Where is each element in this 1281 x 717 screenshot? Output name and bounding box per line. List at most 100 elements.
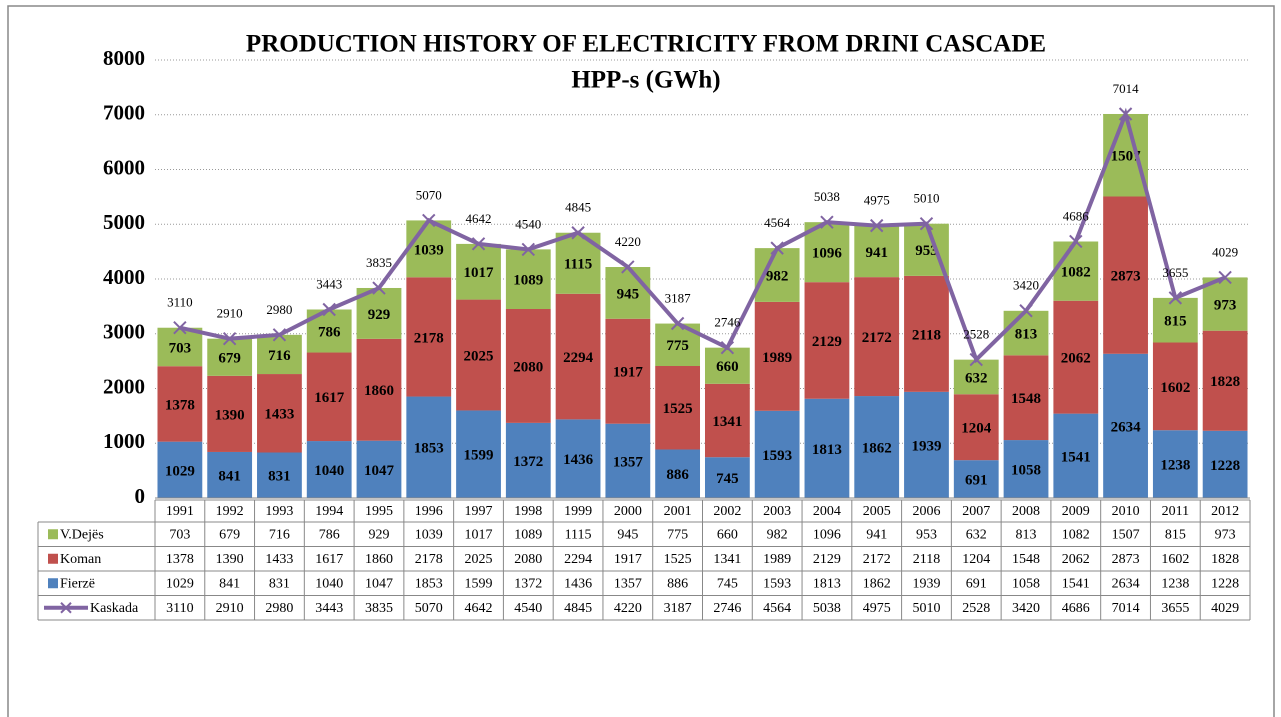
bar-segment [555, 419, 601, 498]
bar-segment [1103, 196, 1148, 354]
table-cell: 1599 [465, 576, 493, 591]
bar-label: 1228 [1210, 458, 1240, 474]
table-cell: 2980 [265, 601, 293, 616]
bar-segment [655, 365, 701, 450]
line-marker [621, 260, 635, 274]
bar-label: 716 [268, 348, 291, 364]
bar-label: 1507 [1111, 149, 1142, 165]
line-marker [720, 340, 735, 355]
bar-label: 2118 [912, 327, 941, 343]
table-cell: 2025 [465, 552, 493, 567]
line-label: 2910 [217, 306, 243, 321]
bar-segment [207, 375, 253, 452]
legend-key [48, 578, 58, 589]
table-cell: 982 [767, 527, 788, 542]
table-cell: 4845 [564, 601, 592, 616]
bar-label: 1939 [911, 438, 941, 454]
table-cell: 1617 [315, 552, 343, 567]
bar-segment [854, 396, 900, 498]
line-label: 5010 [913, 191, 939, 206]
bar-segment [1053, 241, 1099, 301]
line-marker [272, 328, 287, 342]
bar-segment [257, 374, 302, 453]
table-cell: 1989 [763, 552, 791, 567]
bar-label: 886 [666, 467, 689, 483]
table-cell: 1602 [1161, 552, 1189, 567]
table-cell: 2528 [962, 601, 990, 616]
bar-label: 1040 [314, 463, 344, 479]
x-tick-label: 1994 [315, 504, 343, 519]
bar-segment [257, 334, 302, 375]
y-tick-label: 6000 [103, 155, 145, 179]
table-cell: 2178 [415, 552, 443, 567]
bar-label: 982 [766, 268, 789, 284]
bar-segment [605, 318, 651, 424]
bar-segment [555, 293, 601, 420]
bar-label: 1029 [165, 463, 195, 479]
bar-segment [1003, 440, 1049, 498]
table-cell: 1082 [1062, 527, 1090, 542]
x-tick-label: 1998 [514, 504, 542, 519]
bar-segment [306, 441, 352, 498]
table-cell: 1058 [1012, 576, 1040, 591]
line-label: 3443 [316, 276, 342, 291]
bar-segment [1103, 353, 1148, 498]
bar-label: 2025 [464, 348, 494, 364]
table-cell: 3443 [315, 601, 343, 616]
bar-label: 2172 [862, 330, 892, 346]
bar-segment [406, 277, 452, 397]
bar-segment [356, 338, 402, 441]
bar-label: 1860 [364, 383, 394, 399]
line-label: 2980 [266, 302, 292, 317]
table-cell: 2910 [216, 601, 244, 616]
line-label: 4686 [1063, 208, 1090, 223]
table-cell: 4642 [465, 601, 493, 616]
line-marker [521, 242, 536, 257]
bar-label: 973 [1214, 297, 1237, 313]
legend-key [48, 529, 58, 540]
bar-segment [505, 422, 551, 498]
bar-label: 2129 [812, 334, 842, 350]
table-cell: 1548 [1012, 552, 1040, 567]
chart-subtitle: HPP-s (GWh) [571, 67, 720, 94]
bar-label: 1828 [1210, 374, 1240, 390]
legend-key [48, 553, 58, 564]
y-tick-label: 4000 [103, 265, 145, 289]
table-cell: 841 [219, 576, 240, 591]
line-label: 3835 [366, 255, 392, 270]
bar-segment [904, 391, 949, 498]
bar-label: 632 [965, 370, 988, 386]
bar-segment [456, 299, 501, 411]
bar-label: 1089 [513, 273, 543, 289]
x-tick-label: 2003 [763, 504, 791, 519]
bar-segment [157, 327, 203, 367]
table-cell: 2873 [1112, 552, 1140, 567]
line-marker [1019, 304, 1033, 318]
bar-label: 1813 [812, 442, 842, 458]
x-tick-label: 2009 [1062, 504, 1090, 519]
line-marker [869, 218, 884, 233]
bar-label: 1593 [762, 448, 792, 464]
table-cell: 1089 [514, 527, 542, 542]
table-cell: 831 [269, 576, 290, 591]
table-cell: 1040 [315, 576, 343, 591]
line-marker [222, 331, 237, 346]
table-cell: 1862 [863, 576, 891, 591]
bar-label: 1047 [364, 463, 395, 479]
table-cell: 1204 [962, 552, 990, 567]
line-marker [670, 316, 685, 331]
table-cell: 2118 [913, 552, 940, 567]
legend-label: Kaskada [90, 601, 139, 616]
chart-title: PRODUCTION HISTORY OF ELECTRICITY FROM D… [246, 31, 1046, 58]
bar-segment [804, 398, 850, 498]
table-cell: 1433 [265, 552, 293, 567]
bar-label: 2178 [414, 330, 444, 346]
bar-segment [1202, 277, 1248, 331]
bar-label: 1357 [613, 454, 644, 470]
bar-label: 1548 [1011, 391, 1041, 407]
table-cell: 1096 [813, 527, 841, 542]
table-cell: 660 [717, 527, 738, 542]
bar-segment [1152, 297, 1198, 343]
bar-segment [406, 396, 452, 498]
bar-label: 1602 [1160, 380, 1190, 396]
